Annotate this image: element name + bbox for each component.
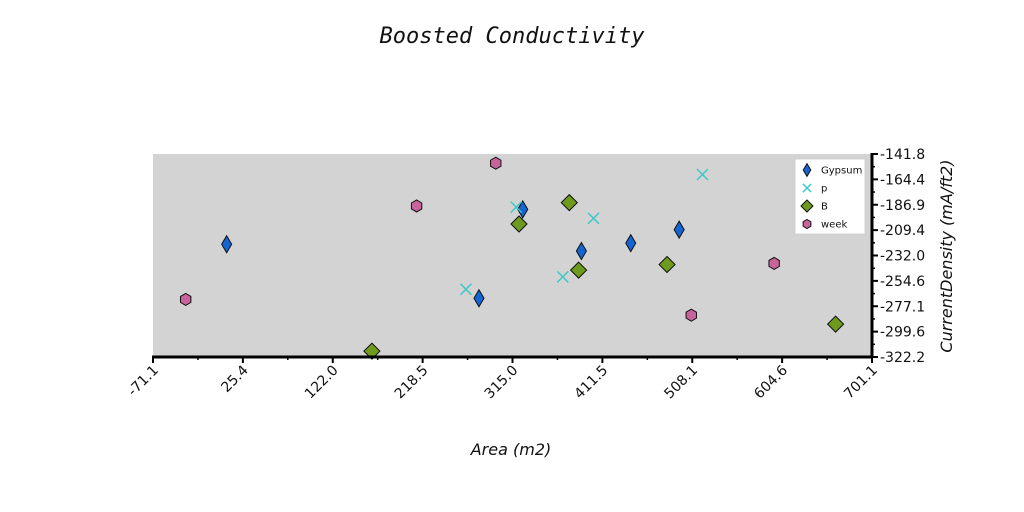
point-b-6 bbox=[826, 315, 845, 333]
point-week-4 bbox=[685, 308, 697, 322]
point-p-5 bbox=[696, 168, 709, 181]
x-tick-label: 701.1 bbox=[841, 363, 881, 403]
x-axis-label: Area (m2) bbox=[470, 440, 552, 459]
point-b-1 bbox=[363, 342, 381, 360]
chart-marks bbox=[179, 156, 845, 360]
y-tick-label: -232.0 bbox=[880, 249, 925, 265]
y-tick-label: -277.1 bbox=[880, 299, 925, 315]
point-week-5 bbox=[768, 256, 780, 270]
point-gypsum-4 bbox=[575, 241, 587, 261]
point-b-4 bbox=[569, 261, 588, 279]
x-tick-label: 604.6 bbox=[751, 362, 791, 402]
y-axis-label: CurrentDensity (mA/ft2) bbox=[937, 159, 956, 352]
x-tick-label: 508.1 bbox=[661, 363, 701, 403]
y-tick-label: -254.6 bbox=[880, 274, 925, 290]
legend-label-gypsum: Gypsum bbox=[821, 166, 862, 177]
point-gypsum-1 bbox=[221, 234, 233, 254]
legend-label-p: p bbox=[821, 184, 827, 195]
plot-area bbox=[153, 154, 872, 357]
x-tick-label: 218.5 bbox=[392, 363, 432, 403]
point-gypsum-2 bbox=[473, 288, 485, 308]
y-tick-label: -186.9 bbox=[880, 198, 925, 214]
x-tick-label: 25.4 bbox=[218, 362, 251, 395]
x-tick-label: -71.1 bbox=[125, 363, 162, 400]
point-b-3 bbox=[560, 193, 579, 212]
x-tick-label: 315.0 bbox=[482, 363, 522, 403]
legend-label-b: B bbox=[821, 202, 828, 213]
point-p-3 bbox=[556, 270, 569, 283]
x-tick-label: 122.0 bbox=[302, 363, 342, 403]
y-tick-label: -209.4 bbox=[880, 223, 925, 239]
legend-marker-gypsum bbox=[802, 162, 812, 178]
y-tick-label: -322.2 bbox=[880, 350, 925, 366]
point-b-5 bbox=[658, 255, 676, 274]
x-tick-label: 411.5 bbox=[572, 363, 612, 403]
legend-marker-b bbox=[800, 199, 814, 213]
point-week-3 bbox=[490, 156, 502, 170]
chart-title: Boosted Conductivity bbox=[380, 24, 646, 49]
y-tick-label: -141.8 bbox=[880, 147, 925, 163]
point-gypsum-6 bbox=[673, 220, 685, 240]
point-p-1 bbox=[459, 283, 472, 296]
point-week-2 bbox=[410, 199, 423, 213]
y-tick-label: -299.6 bbox=[880, 325, 925, 341]
point-p-2 bbox=[510, 201, 523, 214]
y-tick-label: -164.4 bbox=[880, 172, 925, 188]
point-gypsum-5 bbox=[625, 233, 637, 253]
legend-marker-week bbox=[802, 218, 812, 230]
point-gypsum-3 bbox=[517, 199, 529, 219]
point-p-4 bbox=[587, 212, 600, 225]
legend-label-week: week bbox=[821, 220, 847, 231]
legend-marker-p bbox=[802, 183, 812, 193]
point-b-2 bbox=[510, 215, 528, 233]
point-week-1 bbox=[179, 292, 192, 306]
